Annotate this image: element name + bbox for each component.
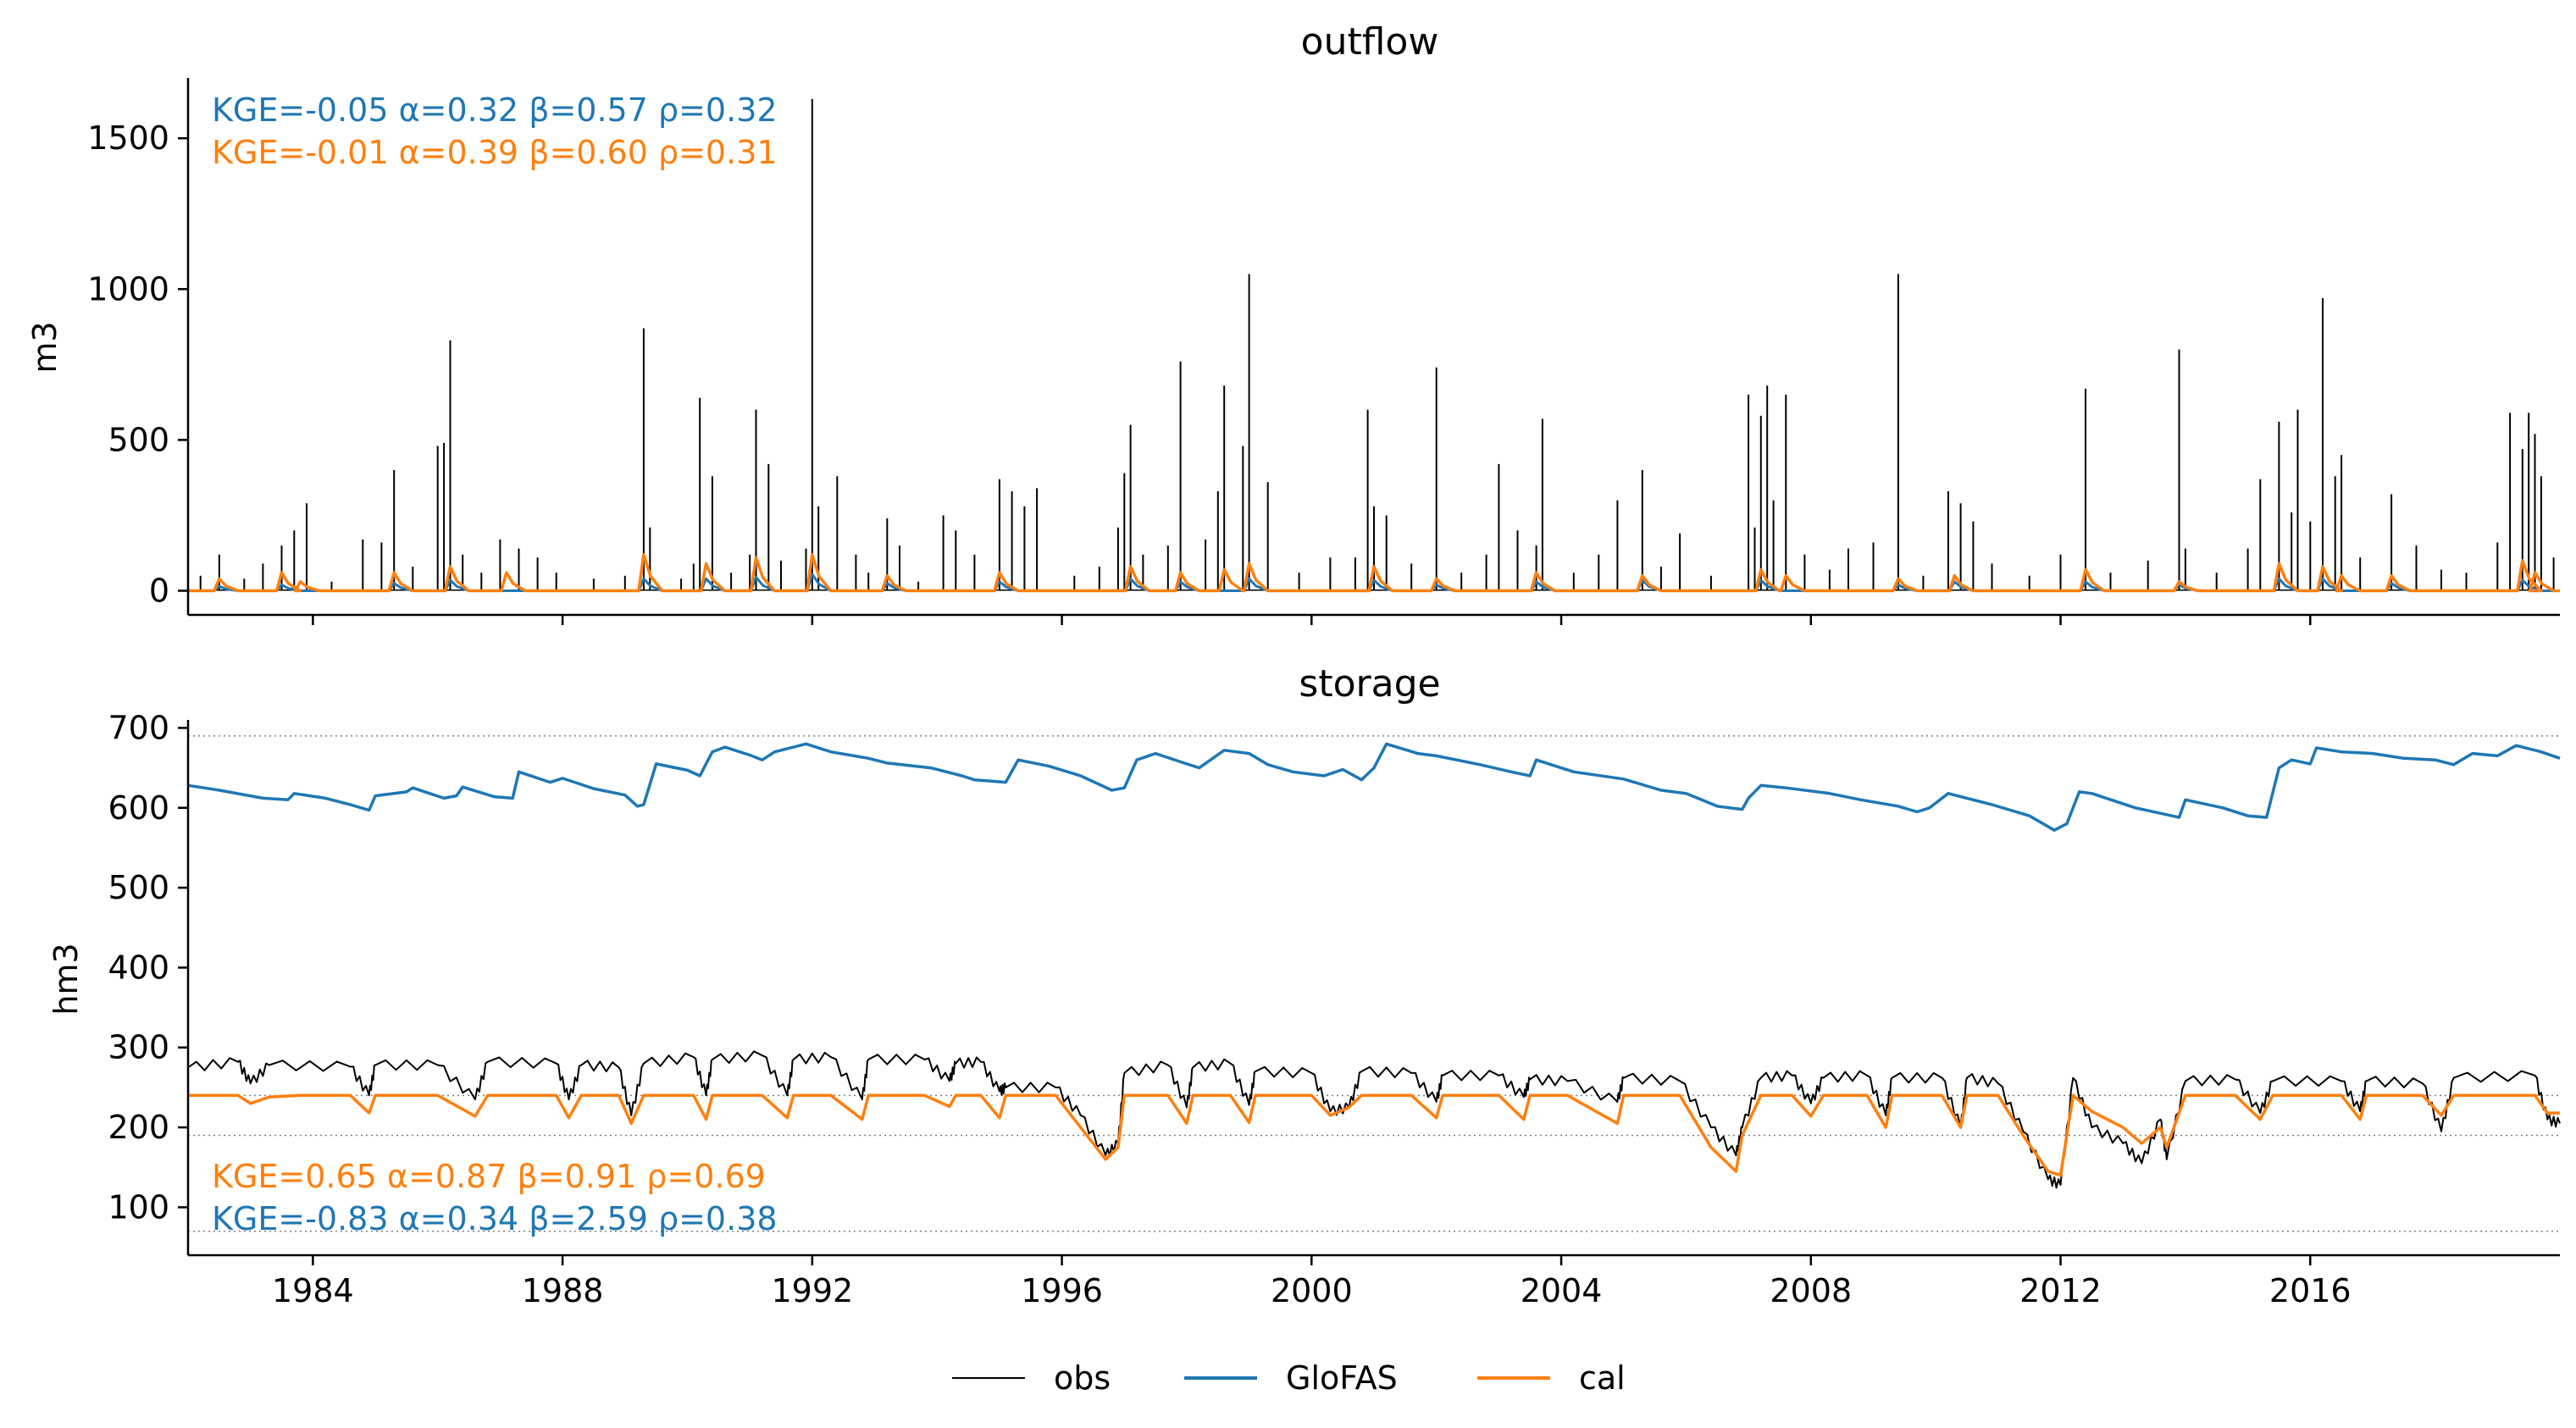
storage-title: storage (1299, 662, 1440, 706)
xtick-label: 1992 (771, 1272, 853, 1309)
storage-metric-cal: KGE=0.65 α=0.87 β=0.91 ρ=0.69 (212, 1158, 766, 1195)
xtick-label: 2012 (2019, 1272, 2102, 1309)
xtick-label: 2016 (2269, 1272, 2352, 1309)
legend-label-obs: obs (1054, 1359, 1111, 1397)
outflow-metric-cal: KGE=-0.01 α=0.39 β=0.60 ρ=0.31 (212, 134, 778, 171)
storage-ytick-label: 100 (108, 1188, 169, 1226)
outflow-series (187, 98, 2561, 593)
outflow-title: outflow (1301, 20, 1439, 64)
xtick-label: 1996 (1021, 1272, 1103, 1309)
legend: obs GloFAS cal (952, 1359, 1626, 1397)
storage-metric-glofas: KGE=-0.83 α=0.34 β=2.59 ρ=0.38 (212, 1200, 778, 1237)
outflow-panel: outflow m3 0 500 1000 1500 KGE=-0.05 α=0.32… (26, 20, 2561, 625)
storage-ytick-label: 200 (108, 1109, 169, 1146)
legend-label-cal: cal (1579, 1359, 1626, 1397)
xtick-label: 2000 (1271, 1272, 1353, 1309)
outflow-ytick-label: 500 (108, 421, 169, 458)
xtick-label: 2008 (1770, 1272, 1852, 1309)
outflow-ytick-label: 0 (149, 573, 169, 610)
storage-ytick-label: 500 (108, 869, 169, 906)
storage-ylabel: hm3 (47, 943, 85, 1015)
storage-ytick-label: 600 (108, 789, 169, 827)
outflow-ytick-label: 1000 (87, 270, 169, 307)
legend-label-glofas: GloFAS (1286, 1359, 1398, 1397)
legend-item-cal: cal (1477, 1359, 1626, 1397)
outflow-cal-line (187, 553, 2561, 593)
outflow-ytick-label: 1500 (87, 119, 169, 157)
storage-series (187, 735, 2561, 1232)
storage-axes: 100 200 300 400 500 600 700 1984 1988 1992 1996 200… (108, 709, 2560, 1309)
outflow-ylabel: m3 (26, 321, 64, 373)
storage-panel: storage hm3 100 200 300 400 500 600 700 1984 198… (47, 662, 2561, 1309)
outflow-axes: 0 500 1000 1500 (87, 78, 2560, 625)
legend-item-obs: obs (952, 1359, 1111, 1397)
xtick-label: 1984 (272, 1272, 354, 1309)
xtick-label: 1988 (522, 1272, 604, 1309)
storage-ytick-label: 400 (108, 949, 169, 986)
legend-item-glofas: GloFAS (1184, 1359, 1398, 1397)
outflow-obs-line (199, 98, 2555, 591)
outflow-metric-glofas: KGE=-0.05 α=0.32 β=0.57 ρ=0.32 (212, 91, 778, 129)
storage-ytick-label: 300 (108, 1029, 169, 1066)
storage-obs-line (187, 1050, 2561, 1189)
storage-cal-line (188, 1093, 2560, 1177)
storage-glofas-line (187, 742, 2561, 832)
storage-ytick-label: 700 (108, 709, 169, 746)
xtick-label: 2004 (1521, 1272, 1603, 1309)
